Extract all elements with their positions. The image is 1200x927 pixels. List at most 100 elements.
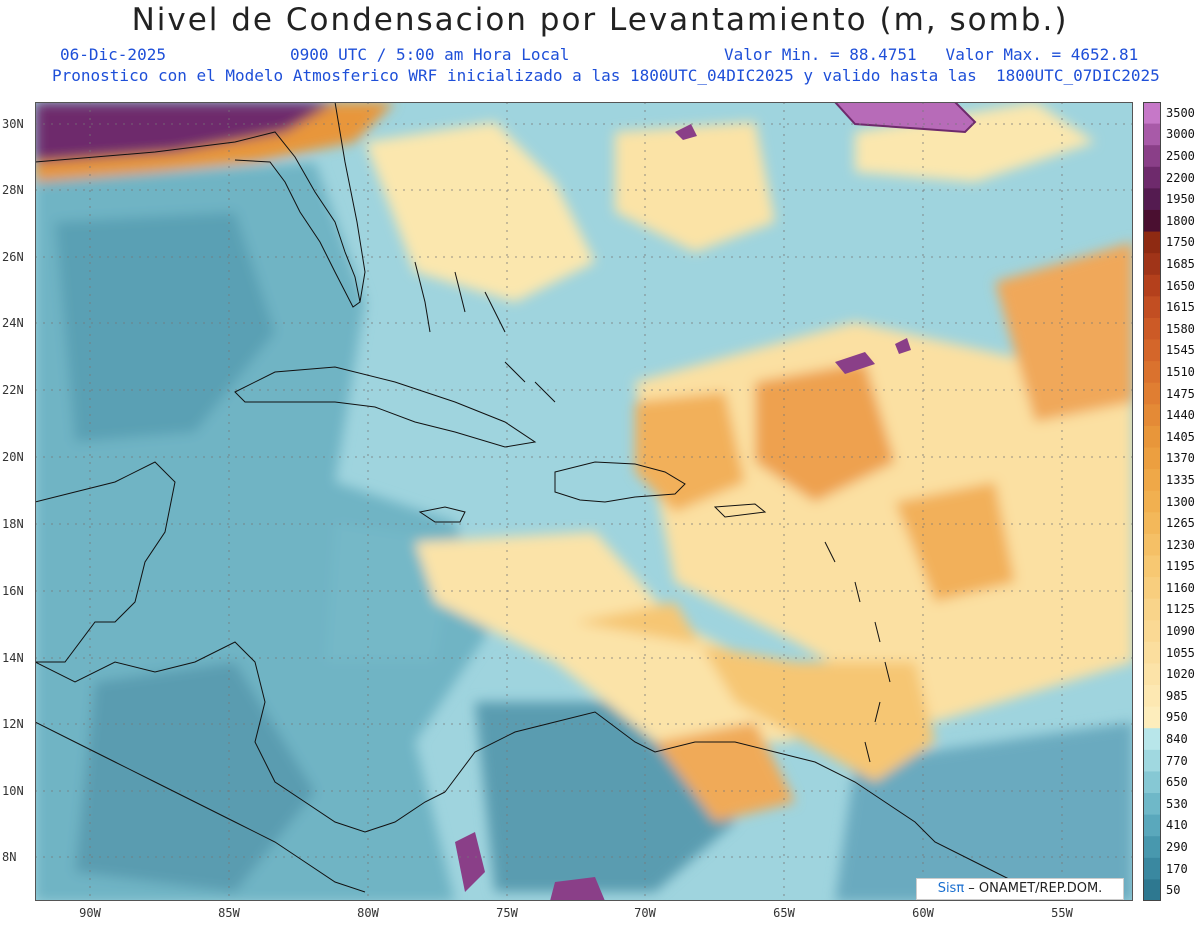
colorbar-swatch — [1143, 555, 1161, 578]
colorbar-swatch — [1143, 102, 1161, 125]
colorbar-label: 1230 — [1166, 537, 1195, 552]
field-teal-se — [835, 722, 1133, 901]
map-title: Nivel de Condensacion por Levantamiento … — [131, 2, 1069, 38]
colorbar-label: 2200 — [1166, 170, 1195, 185]
colorbar-label: 530 — [1166, 796, 1188, 811]
colorbar-swatch — [1143, 879, 1161, 901]
colorbar-swatch — [1143, 577, 1161, 600]
x-tick-80w: 80W — [357, 906, 379, 920]
field-purple-blob — [835, 352, 875, 374]
colorbar-swatch — [1143, 425, 1161, 449]
colorbar-swatch — [1143, 749, 1161, 772]
colorbar-label: 2500 — [1166, 148, 1195, 163]
field-purple-s — [550, 877, 605, 901]
colorbar-swatch — [1143, 469, 1161, 492]
colorbar-swatch — [1143, 253, 1161, 276]
colorbar-swatch — [1143, 404, 1161, 427]
colorbar-swatch — [1143, 641, 1161, 664]
colorbar-label: 1750 — [1166, 235, 1195, 250]
coast-lesser-antilles — [824, 541, 891, 763]
coast-cuba — [234, 366, 537, 448]
coast-central-america — [35, 641, 446, 833]
colorbar-label: 410 — [1166, 818, 1188, 833]
coast-central-america-pacific — [35, 721, 366, 893]
field-orange-east — [755, 362, 895, 502]
colorbar-label: 1440 — [1166, 408, 1195, 423]
field-orange-far-east — [995, 242, 1133, 422]
sispi-logo-text: Sisπ — [937, 881, 965, 896]
field-orange-sc — [655, 722, 795, 822]
colorbar-label: 1615 — [1166, 300, 1195, 315]
field-purple-ne-core — [833, 102, 977, 134]
colorbar-swatch — [1143, 188, 1161, 211]
field-teal-deep-sw — [75, 662, 315, 892]
colorbar-label: 1800 — [1166, 213, 1195, 228]
colorbar-swatch — [1143, 123, 1161, 146]
x-tick-65w: 65W — [773, 906, 795, 920]
x-tick-75w: 75W — [496, 906, 518, 920]
field-purple-blob2 — [895, 338, 911, 354]
colorbar-swatch — [1143, 447, 1161, 470]
colorbar-swatch — [1143, 490, 1161, 513]
y-tick-8n: 8N — [2, 850, 17, 864]
coast-bahamas — [414, 261, 556, 403]
field-purple-blob3 — [675, 124, 697, 140]
colorbar-label: 840 — [1166, 732, 1188, 747]
field-teal-deep-gulf — [55, 212, 275, 442]
colorbar-label: 1950 — [1166, 192, 1195, 207]
colorbar-label: 1510 — [1166, 364, 1195, 379]
colorbar — [1143, 102, 1161, 901]
colorbar-swatch — [1143, 209, 1161, 233]
colorbar-swatch — [1143, 793, 1161, 816]
field-yellow-ne — [615, 122, 775, 252]
y-tick-24n: 24N — [2, 316, 24, 330]
x-tick-70w: 70W — [634, 906, 656, 920]
colorbar-swatch — [1143, 512, 1161, 535]
field-orange-islands — [895, 482, 1015, 602]
colorbar-label: 1195 — [1166, 559, 1195, 574]
colorbar-label: 650 — [1166, 775, 1188, 790]
colorbar-label: 1090 — [1166, 624, 1195, 639]
x-tick-85w: 85W — [218, 906, 240, 920]
colorbar-label: 50 — [1166, 883, 1181, 898]
x-tick-90w: 90W — [79, 906, 101, 920]
credit-text: – ONAMET/REP.DOM. — [964, 881, 1103, 896]
colorbar-label: 1055 — [1166, 645, 1195, 660]
colorbar-label: 1580 — [1166, 321, 1195, 336]
y-tick-14n: 14N — [2, 651, 24, 665]
colorbar-label: 3000 — [1166, 127, 1195, 142]
colorbar-swatch — [1143, 145, 1161, 168]
map-frame — [35, 102, 1133, 901]
colorbar-swatch — [1143, 317, 1161, 341]
colorbar-swatch — [1143, 274, 1161, 297]
colorbar-label: 1650 — [1166, 278, 1195, 293]
colorbar-label: 290 — [1166, 840, 1188, 854]
colorbar-swatch — [1143, 361, 1161, 384]
colorbar-swatch — [1143, 166, 1161, 189]
y-tick-26n: 26N — [2, 250, 24, 264]
field-yellow-caribbean — [575, 602, 935, 782]
field-yellow-east — [635, 262, 1133, 722]
coast-gulf-florida — [35, 131, 361, 308]
lcl-map — [35, 102, 1133, 901]
colorbar-label: 1020 — [1166, 667, 1195, 682]
model-description: Pronostico con el Modelo Atmosferico WRF… — [52, 66, 1160, 85]
colorbar-label: 3500 — [1166, 105, 1195, 120]
forecast-date: 06-Dic-2025 — [60, 45, 166, 64]
coastlines — [35, 102, 1036, 901]
coast-yucatan — [35, 461, 176, 663]
y-tick-30n: 30N — [2, 117, 24, 131]
coast-south-america — [444, 711, 1036, 901]
min-max-values: Valor Min. = 88.4751 Valor Max. = 4652.8… — [724, 45, 1139, 64]
colorbar-swatch — [1143, 857, 1161, 880]
coast-jamaica — [418, 506, 466, 523]
coast-hispaniola — [554, 461, 686, 503]
coast-florida-east — [334, 102, 366, 303]
colorbar-swatch — [1143, 836, 1161, 859]
colorbar-swatch — [1143, 339, 1161, 362]
colorbar-label: 1475 — [1166, 386, 1195, 401]
colorbar-label: 1265 — [1166, 516, 1195, 531]
colorbar-label: 1685 — [1166, 256, 1195, 271]
colorbar-swatch — [1143, 771, 1161, 794]
gridlines — [35, 102, 1133, 901]
